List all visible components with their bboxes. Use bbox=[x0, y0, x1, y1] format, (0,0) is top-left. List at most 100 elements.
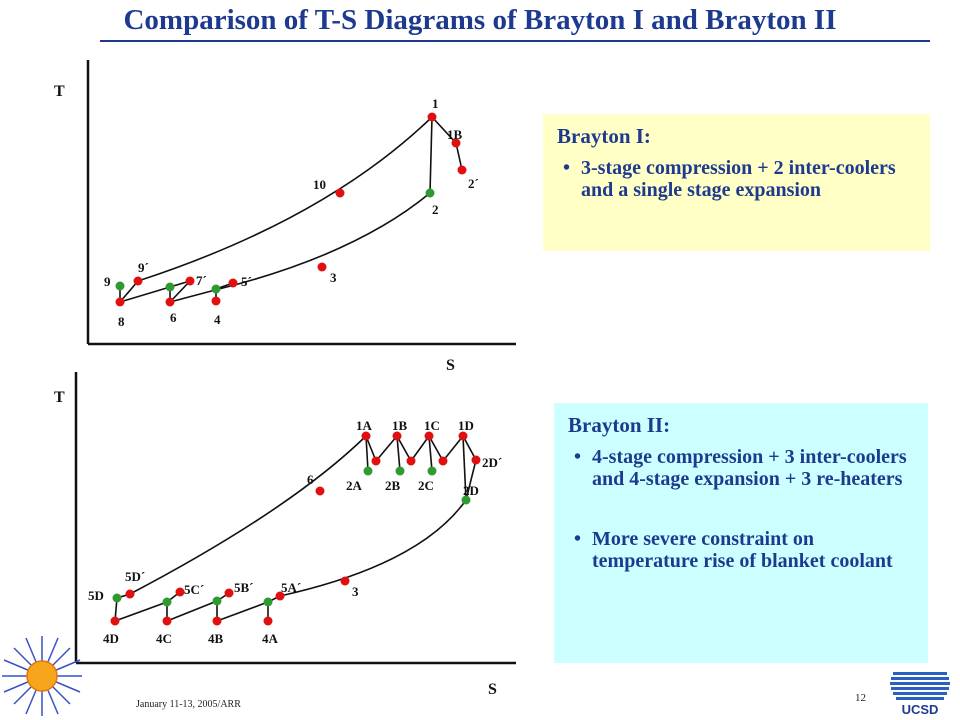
diagram2-labels: 1A 1B 1C 1D 2D´ 2A 2B 2C 2D 6 5D´ 5D 5C´… bbox=[88, 418, 502, 646]
d2-point-5bi bbox=[212, 596, 222, 606]
d2-point-1c bbox=[424, 431, 434, 441]
d2-label-2c: 2C bbox=[418, 478, 434, 493]
brayton-1-item: 3-stage compression + 2 inter-coolers an… bbox=[563, 157, 916, 201]
d2-label-5ap: 5A´ bbox=[281, 580, 301, 595]
d1-point-4 bbox=[211, 296, 221, 306]
d2-point-4c bbox=[162, 616, 172, 626]
d1-point-9 bbox=[115, 281, 125, 291]
d2-point-1c-r bbox=[438, 456, 448, 466]
d1-point-7p bbox=[185, 276, 195, 286]
d2-label-1b: 1B bbox=[392, 418, 408, 433]
d2-point-4d bbox=[110, 616, 120, 626]
brayton-2-title: Brayton II: bbox=[568, 413, 671, 437]
d2-label-2b: 2B bbox=[385, 478, 401, 493]
d2-point-1b-r bbox=[406, 456, 416, 466]
d2-label-5dp: 5D´ bbox=[125, 569, 145, 584]
d1-point-5p bbox=[228, 278, 238, 288]
diagram2-axes bbox=[74, 372, 516, 665]
d1-label-2: 2 bbox=[432, 202, 439, 217]
diagram1-labels: 1 1B 2´ 2 10 3 9´ 9 7´ 5´ 8 6 4 bbox=[104, 96, 479, 329]
d2-point-6 bbox=[315, 486, 325, 496]
diagram1-axes bbox=[86, 60, 516, 346]
d2-point-4b bbox=[212, 616, 222, 626]
d2-label-3: 3 bbox=[352, 584, 359, 599]
d1-point-6 bbox=[165, 297, 175, 307]
d1-label-9: 9 bbox=[104, 274, 111, 289]
d2-point-5cp bbox=[175, 587, 185, 597]
d1-label-1: 1 bbox=[432, 96, 439, 111]
d2-label-1c: 1C bbox=[424, 418, 440, 433]
d1-label-8: 8 bbox=[118, 314, 125, 329]
d2-point-4a bbox=[263, 616, 273, 626]
d2-point-2dp bbox=[471, 455, 481, 465]
d2-label-4c: 4C bbox=[156, 631, 172, 646]
d2-label-4d: 4D bbox=[103, 631, 119, 646]
d1-label-9p: 9´ bbox=[138, 260, 149, 275]
d1-point-8 bbox=[115, 297, 125, 307]
diagram2-axis-t: T bbox=[54, 389, 65, 406]
d2-point-1a-r bbox=[371, 456, 381, 466]
footer-date: January 11-13, 2005/ARR bbox=[136, 699, 241, 710]
d1-point-1 bbox=[427, 112, 437, 122]
d2-point-5d bbox=[112, 593, 122, 603]
diagram1-axis-s: S bbox=[446, 357, 455, 374]
d1-label-2p: 2´ bbox=[468, 176, 479, 191]
d2-point-1a bbox=[361, 431, 371, 441]
d2-point-1d bbox=[458, 431, 468, 441]
d2-label-6: 6 bbox=[307, 472, 314, 487]
d2-label-4a: 4A bbox=[262, 631, 279, 646]
d2-label-4b: 4B bbox=[208, 631, 224, 646]
d2-point-5bp bbox=[224, 588, 234, 598]
brayton-2-list: 4-stage compression + 3 inter-coolers an… bbox=[568, 446, 914, 572]
brayton-2-box: Brayton II: 4-stage compression + 3 inte… bbox=[554, 403, 928, 663]
d1-point-9p bbox=[133, 276, 143, 286]
d1-label-6: 6 bbox=[170, 310, 177, 325]
diagram1-axis-t: T bbox=[54, 83, 65, 100]
d1-point-3 bbox=[317, 262, 327, 272]
d2-label-1a: 1A bbox=[356, 418, 373, 433]
d2-point-2d bbox=[461, 495, 471, 505]
slide-title: Comparison of T-S Diagrams of Brayton I … bbox=[123, 4, 837, 36]
d1-point-5i bbox=[211, 284, 221, 294]
d1-label-1b: 1B bbox=[447, 127, 463, 142]
ucsd-logo: UCSD bbox=[890, 672, 950, 717]
d2-point-2c bbox=[427, 466, 437, 476]
brayton-1-list: 3-stage compression + 2 inter-coolers an… bbox=[557, 157, 916, 201]
d2-point-5dp bbox=[125, 589, 135, 599]
d2-label-5bp: 5B´ bbox=[234, 580, 254, 595]
d2-label-1d: 1D bbox=[458, 418, 474, 433]
diagram1-curves bbox=[119, 116, 463, 304]
d1-point-2 bbox=[425, 188, 435, 198]
d2-point-5ci bbox=[162, 597, 172, 607]
d1-label-4: 4 bbox=[214, 312, 221, 327]
d1-point-2p bbox=[457, 165, 467, 175]
brayton-2-item-1: 4-stage compression + 3 inter-coolers an… bbox=[574, 446, 914, 490]
page-number: 12 bbox=[855, 692, 866, 704]
d1-label-3: 3 bbox=[330, 270, 337, 285]
diagram1-points bbox=[115, 112, 467, 307]
diagram2-axis-s: S bbox=[488, 681, 497, 698]
d1-label-7p: 7´ bbox=[196, 273, 207, 288]
d1-label-5p: 5´ bbox=[241, 274, 252, 289]
sun-icon bbox=[2, 636, 82, 716]
svg-text:UCSD: UCSD bbox=[902, 702, 939, 717]
d1-point-7i bbox=[165, 282, 175, 292]
d2-label-5d: 5D bbox=[88, 588, 104, 603]
d2-point-1b bbox=[392, 431, 402, 441]
d2-point-2a bbox=[363, 466, 373, 476]
d1-label-10: 10 bbox=[313, 177, 326, 192]
d1-point-10 bbox=[335, 188, 345, 198]
d2-point-5ai bbox=[263, 597, 273, 607]
diagram2-points bbox=[110, 431, 481, 626]
title-underline bbox=[100, 40, 930, 42]
d2-label-5cp: 5C´ bbox=[184, 582, 204, 597]
d1-point-1b bbox=[451, 138, 461, 148]
d2-point-5ap bbox=[275, 591, 285, 601]
d2-label-2a: 2A bbox=[346, 478, 363, 493]
d2-label-2dp: 2D´ bbox=[482, 455, 502, 470]
brayton-1-box: Brayton I: 3-stage compression + 2 inter… bbox=[543, 114, 930, 251]
brayton-2-item-2: More severe constraint on temperature ri… bbox=[574, 528, 914, 572]
brayton-1-title: Brayton I: bbox=[557, 124, 651, 148]
d2-point-3 bbox=[340, 576, 350, 586]
